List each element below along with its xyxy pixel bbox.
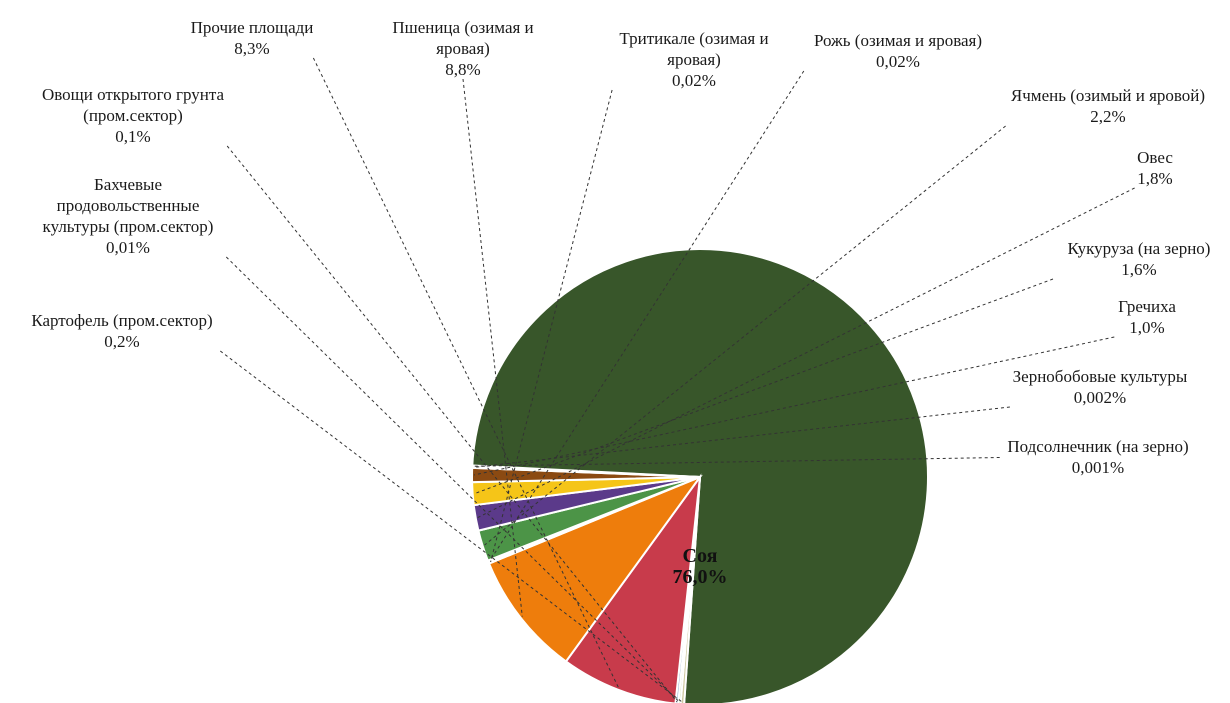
slice-value-label: 2,2%: [1090, 107, 1125, 126]
slice-label: Тритикале (озимая и яровая) 0,02%: [619, 29, 768, 90]
slice-value-label: 1,0%: [1129, 318, 1164, 337]
leader-line: [226, 145, 678, 703]
leader-line: [312, 57, 620, 689]
pie-slice: [564, 473, 702, 703]
leader-line: [225, 256, 680, 703]
slice-label: Рожь (озимая и яровая) 0,02%: [814, 31, 982, 71]
slice-value-label: 76,0%: [673, 566, 728, 588]
leader-line: [477, 187, 1135, 519]
slice-value-label: 0,02%: [876, 52, 920, 71]
slice-name-label: яровая): [436, 39, 490, 58]
slice-name-label: продовольственные: [57, 196, 200, 215]
pie-slices: [471, 248, 929, 703]
slice-label: Овес 1,8%: [1137, 148, 1173, 188]
slice-name-label: Овощи открытого грунта: [42, 85, 224, 104]
leader-line: [489, 70, 805, 561]
leader-line: [462, 78, 523, 617]
slice-name-label: Бахчевые: [94, 175, 162, 194]
slice-name-label: Кукуруза (на зерно): [1068, 239, 1211, 258]
slice-label: Бахчевые продовольственные культуры (пром.…: [43, 175, 214, 257]
slice-name-label: Овес: [1137, 148, 1173, 167]
slice-value-label: 1,8%: [1137, 169, 1172, 188]
slice-label: Овощи открытого грунта (пром.сектор) 0,1%: [42, 85, 224, 146]
slice-labels: Соя 76,0% Картофель (пром.сектор) 0,2% Бахче…: [31, 18, 1210, 588]
slice-label: Ячмень (озимый и яровой) 2,2%: [1011, 86, 1205, 126]
slice-name-label: яровая): [667, 50, 721, 69]
slice-name-label: Ячмень (озимый и яровой): [1011, 86, 1205, 105]
slice-name-label: Гречиха: [1118, 297, 1176, 316]
slice-name-label: Подсолнечник (на зерно): [1007, 437, 1188, 456]
leader-line: [473, 336, 1115, 476]
slice-name-label: Картофель (пром.сектор): [31, 311, 212, 330]
slice-name-label: Соя: [683, 545, 718, 567]
slice-label: Соя 76,0%: [673, 545, 728, 588]
pie-slice: [487, 474, 703, 663]
slice-value-label: 0,1%: [115, 127, 150, 146]
slice-name-label: Пшеница (озимая и: [392, 18, 533, 37]
slice-label: Кукуруза (на зерно) 1,6%: [1068, 239, 1211, 279]
slice-name-label: Рожь (озимая и яровая): [814, 31, 982, 50]
slice-value-label: 0,01%: [106, 238, 150, 257]
slice-name-label: Прочие площади: [191, 18, 314, 37]
pie-slice: [471, 464, 701, 478]
slice-name-label: культуры (пром.сектор): [43, 217, 214, 236]
slice-value-label: 0,2%: [104, 332, 139, 351]
slice-label: Пшеница (озимая и яровая) 8,8%: [392, 18, 533, 79]
slice-name-label: Тритикале (озимая и: [619, 29, 768, 48]
slice-name-label: Зернобобовые культуры: [1013, 367, 1188, 386]
leader-lines: [219, 57, 1135, 703]
slice-value-label: 0,002%: [1074, 388, 1126, 407]
slice-label: Зернобобовые культуры 0,002%: [1013, 367, 1188, 407]
slice-value-label: 1,6%: [1121, 260, 1156, 279]
slice-label: Прочие площади 8,3%: [191, 18, 314, 58]
slice-value-label: 0,001%: [1072, 458, 1124, 477]
slice-label: Подсолнечник (на зерно) 0,001%: [1007, 437, 1188, 477]
slice-value-label: 0,02%: [672, 71, 716, 90]
leader-line: [474, 278, 1054, 495]
leader-line: [219, 350, 683, 703]
slice-value-label: 8,3%: [234, 39, 269, 58]
slice-label: Картофель (пром.сектор) 0,2%: [31, 311, 212, 351]
slice-label: Гречиха 1,0%: [1118, 297, 1176, 337]
slice-name-label: (пром.сектор): [83, 106, 183, 125]
slice-value-label: 8,8%: [445, 60, 480, 79]
